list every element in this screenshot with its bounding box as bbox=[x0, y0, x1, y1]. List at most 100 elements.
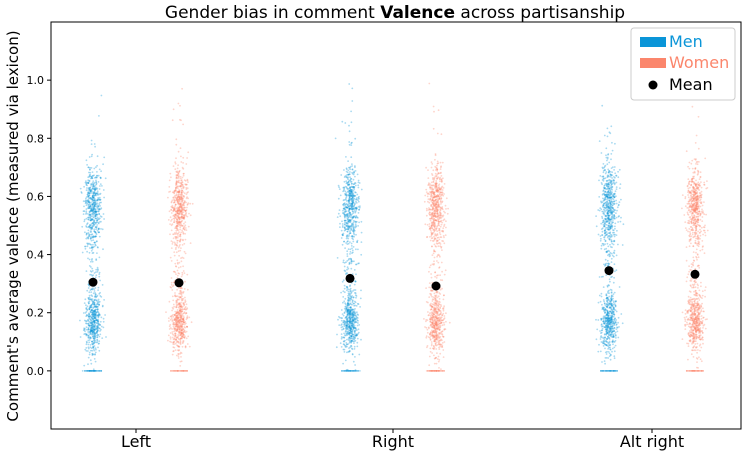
point bbox=[602, 299, 605, 301]
point bbox=[429, 236, 431, 238]
point bbox=[178, 203, 181, 206]
point bbox=[91, 218, 94, 221]
point bbox=[95, 235, 98, 238]
point bbox=[94, 177, 96, 179]
point bbox=[93, 210, 96, 213]
point bbox=[93, 348, 95, 350]
point bbox=[88, 211, 91, 214]
point bbox=[96, 270, 99, 273]
point bbox=[602, 286, 605, 288]
point bbox=[434, 196, 437, 198]
point bbox=[96, 326, 99, 329]
point bbox=[346, 250, 349, 253]
point bbox=[95, 304, 98, 306]
point bbox=[176, 288, 179, 291]
point bbox=[435, 335, 438, 338]
point bbox=[85, 322, 87, 325]
point bbox=[338, 324, 341, 326]
point bbox=[174, 271, 177, 274]
point bbox=[86, 199, 88, 202]
point bbox=[428, 227, 431, 230]
point bbox=[94, 188, 96, 191]
point bbox=[608, 250, 611, 253]
point bbox=[169, 332, 172, 334]
point bbox=[182, 217, 185, 219]
point bbox=[94, 189, 97, 191]
point bbox=[358, 206, 361, 209]
point bbox=[89, 247, 91, 249]
point bbox=[96, 216, 99, 219]
point bbox=[85, 217, 88, 220]
point bbox=[179, 147, 182, 150]
point bbox=[606, 156, 609, 159]
point bbox=[439, 322, 441, 325]
point bbox=[346, 255, 349, 257]
point bbox=[169, 336, 172, 339]
point bbox=[184, 300, 187, 303]
point bbox=[88, 171, 90, 174]
point bbox=[87, 191, 89, 194]
point bbox=[94, 305, 97, 308]
point bbox=[344, 309, 347, 311]
point bbox=[94, 360, 97, 363]
point bbox=[94, 323, 96, 326]
point bbox=[167, 196, 169, 199]
point bbox=[615, 216, 618, 219]
point bbox=[90, 236, 92, 239]
point bbox=[100, 207, 103, 210]
point bbox=[97, 269, 99, 272]
point bbox=[355, 220, 358, 223]
point bbox=[85, 347, 88, 349]
point bbox=[92, 211, 95, 214]
point bbox=[97, 315, 100, 318]
point bbox=[98, 212, 100, 215]
chart-title-prefix: Gender bias in comment bbox=[165, 3, 380, 23]
point bbox=[98, 231, 100, 234]
point bbox=[89, 344, 92, 346]
point bbox=[347, 237, 350, 240]
point bbox=[94, 305, 97, 308]
point bbox=[357, 248, 359, 251]
point bbox=[440, 191, 442, 194]
point bbox=[92, 192, 95, 195]
point bbox=[177, 229, 180, 232]
point bbox=[356, 313, 359, 316]
point bbox=[98, 314, 101, 317]
point bbox=[92, 246, 95, 249]
point bbox=[87, 336, 90, 339]
point bbox=[433, 204, 436, 207]
point bbox=[429, 239, 432, 242]
point bbox=[174, 216, 177, 219]
point bbox=[172, 307, 175, 310]
point bbox=[343, 332, 345, 335]
point bbox=[175, 182, 177, 185]
point bbox=[92, 335, 94, 338]
point bbox=[95, 240, 98, 243]
point-cloud-women-1 bbox=[423, 82, 451, 372]
point bbox=[90, 309, 92, 312]
point bbox=[425, 336, 428, 339]
point bbox=[428, 286, 431, 289]
point bbox=[93, 185, 95, 188]
point bbox=[95, 319, 98, 321]
point bbox=[93, 206, 95, 209]
point bbox=[345, 315, 348, 318]
point bbox=[86, 187, 88, 189]
point bbox=[183, 312, 186, 314]
point bbox=[345, 225, 347, 227]
point bbox=[174, 244, 176, 246]
point bbox=[85, 320, 88, 323]
point bbox=[179, 290, 182, 293]
point bbox=[91, 288, 94, 291]
point bbox=[91, 300, 94, 303]
point bbox=[351, 329, 354, 332]
point bbox=[348, 141, 351, 143]
point bbox=[94, 314, 96, 316]
point bbox=[90, 291, 93, 293]
point bbox=[360, 220, 363, 223]
point bbox=[87, 194, 89, 197]
point bbox=[432, 319, 435, 322]
point bbox=[93, 304, 96, 307]
point bbox=[97, 334, 99, 336]
point bbox=[439, 193, 442, 196]
